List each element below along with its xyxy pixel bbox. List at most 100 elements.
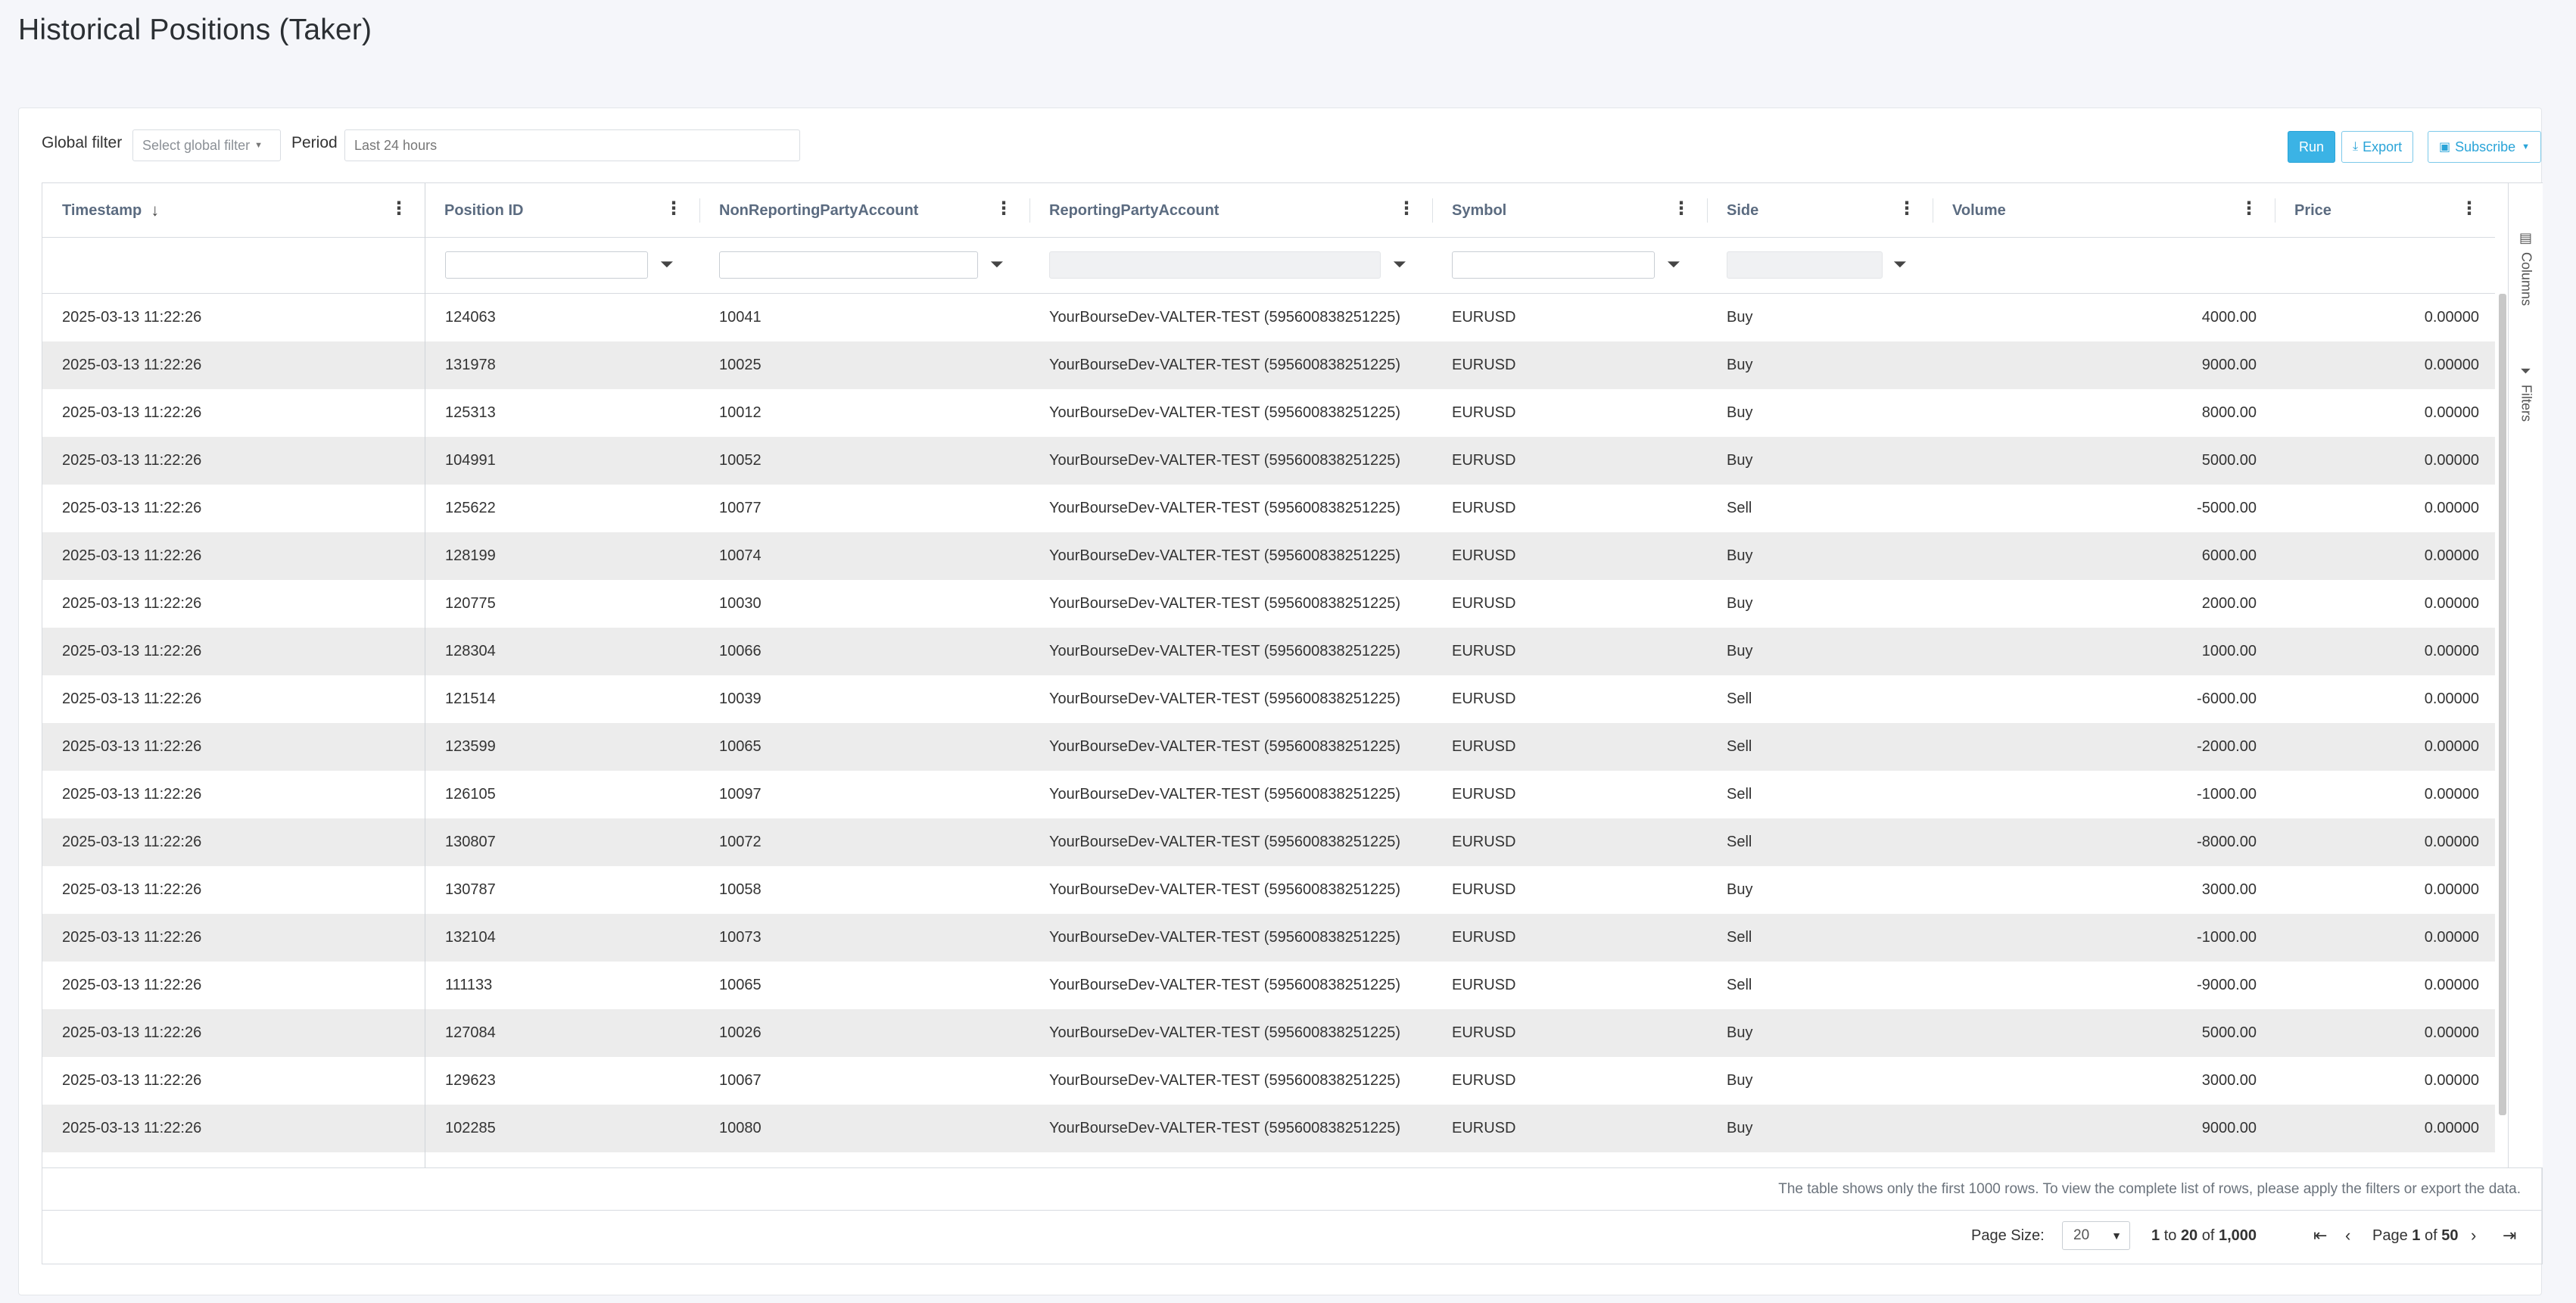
- cell-price: 0.00000: [2424, 404, 2479, 421]
- cell-price: 0.00000: [2424, 690, 2479, 707]
- table-row[interactable]: 2025-03-13 11:22:26 123599 10065 YourBourse…: [42, 723, 2495, 771]
- columns-panel-tab[interactable]: ▤ Columns: [2515, 230, 2537, 306]
- table-row[interactable]: 2025-03-13 11:22:26 128199 10074 YourBourse…: [42, 532, 2495, 580]
- table-row[interactable]: 2025-03-13 11:22:26 126105 10097 YourBourse…: [42, 771, 2495, 818]
- page-size-select[interactable]: 20 ▼: [2062, 1221, 2130, 1250]
- header-side[interactable]: Side ⋮: [1707, 183, 1933, 238]
- header-price[interactable]: Price ⋮: [2275, 183, 2495, 238]
- column-menu-icon[interactable]: ⋮: [995, 198, 1013, 219]
- table-row[interactable]: 2025-03-13 11:22:26 121514 10039 YourBourse…: [42, 675, 2495, 723]
- table-row[interactable]: 2025-03-13 11:22:26 111133 10065 YourBourse…: [42, 962, 2495, 1009]
- cell-volume: -6000.00: [2197, 690, 2257, 707]
- page-of-word: of: [2424, 1227, 2437, 1244]
- export-button[interactable]: ⤓ Export: [2341, 131, 2414, 163]
- table-row[interactable]: 2025-03-13 11:22:26 132104 10073 YourBourse…: [42, 914, 2495, 962]
- table-row[interactable]: 2025-03-13 11:22:26 120775 10030 YourBourse…: [42, 580, 2495, 628]
- table-row[interactable]: 2025-03-13 11:22:26 125622 10077 YourBourse…: [42, 485, 2495, 532]
- column-divider: [1432, 198, 1433, 223]
- header-timestamp[interactable]: Timestamp ↓ ⋮: [42, 183, 425, 238]
- filter-icon[interactable]: ⏷: [1393, 254, 1406, 273]
- reporting-filter-input[interactable]: [1049, 251, 1381, 279]
- cell-symbol: EURUSD: [1452, 643, 1516, 659]
- column-divider: [699, 198, 700, 223]
- header-reporting-account[interactable]: ReportingPartyAccount ⋮: [1029, 183, 1432, 238]
- filter-icon[interactable]: ⏷: [1893, 254, 1907, 273]
- cell-price: 0.00000: [2424, 881, 2479, 898]
- cell-timestamp: 2025-03-13 11:22:26: [62, 738, 202, 755]
- header-non-reporting-account[interactable]: NonReportingPartyAccount ⋮: [699, 183, 1029, 238]
- table-row[interactable]: 2025-03-13 11:22:26 130787 10058 YourBourse…: [42, 866, 2495, 914]
- grid-header: Timestamp ↓ ⋮ Position ID ⋮ NonReporting…: [42, 183, 2495, 238]
- global-filter-select[interactable]: Select global filter ▼: [132, 129, 281, 161]
- side-filter-input[interactable]: [1727, 251, 1883, 279]
- cell-position-id: 128304: [445, 643, 496, 659]
- column-menu-icon[interactable]: ⋮: [390, 198, 408, 219]
- cell-position-id: 123599: [445, 738, 496, 755]
- table-row[interactable]: 2025-03-13 11:22:26 102285 10080 YourBourse…: [42, 1105, 2495, 1152]
- cell-side: Sell: [1727, 977, 1752, 993]
- cell-side: Buy: [1727, 404, 1753, 421]
- calendar-icon: ▣: [2439, 141, 2451, 154]
- table-row[interactable]: 2025-03-13 11:22:26 125313 10012 YourBourse…: [42, 389, 2495, 437]
- header-volume[interactable]: Volume ⋮: [1933, 183, 2275, 238]
- cell-side: Sell: [1727, 786, 1752, 803]
- cell-non-reporting-account: 10097: [719, 786, 762, 803]
- next-page-icon[interactable]: ›: [2471, 1226, 2477, 1245]
- side-bar: ▤ Columns ⏷ Filters: [2508, 183, 2543, 1167]
- last-page-icon[interactable]: ⇥: [2503, 1226, 2517, 1245]
- cell-timestamp: 2025-03-13 11:22:26: [62, 834, 202, 850]
- filters-panel-tab[interactable]: ⏷ Filters: [2515, 365, 2537, 422]
- cell-symbol: EURUSD: [1452, 357, 1516, 373]
- subscribe-button-label: Subscribe: [2455, 139, 2516, 154]
- position-id-filter-input[interactable]: [445, 251, 648, 279]
- filter-icon[interactable]: ⏷: [1667, 254, 1680, 273]
- cell-price: 0.00000: [2424, 452, 2479, 469]
- cell-non-reporting-account: 10074: [719, 547, 762, 564]
- cell-price: 0.00000: [2424, 1120, 2479, 1136]
- chevron-down-icon: ▼: [2111, 1230, 2122, 1242]
- table-row[interactable]: 2025-03-13 11:22:26 127084 10026 YourBourse…: [42, 1009, 2495, 1057]
- cell-price: 0.00000: [2424, 643, 2479, 659]
- page-indicator: Page 1 of 50: [2372, 1227, 2458, 1245]
- table-row[interactable]: 2025-03-13 11:22:26 131978 10025 YourBourse…: [42, 341, 2495, 389]
- column-menu-icon[interactable]: ⋮: [1397, 198, 1416, 219]
- period-input[interactable]: Last 24 hours: [344, 129, 800, 161]
- cell-volume: 1000.00: [2201, 643, 2257, 659]
- header-volume-label: Volume: [1952, 201, 2006, 219]
- non-reporting-filter-input[interactable]: [719, 251, 978, 279]
- subscribe-button[interactable]: ▣ Subscribe ▼: [2428, 131, 2542, 163]
- cell-volume: 3000.00: [2201, 1072, 2257, 1089]
- cell-price: 0.00000: [2424, 834, 2479, 850]
- first-page-icon[interactable]: ⇤: [2313, 1226, 2328, 1245]
- vertical-scrollbar[interactable]: [2499, 294, 2506, 1115]
- column-menu-icon[interactable]: ⋮: [665, 198, 683, 219]
- column-menu-icon[interactable]: ⋮: [2240, 198, 2258, 219]
- cell-symbol: EURUSD: [1452, 690, 1516, 707]
- run-button[interactable]: Run: [2288, 131, 2336, 163]
- cell-side: Buy: [1727, 881, 1753, 898]
- column-menu-icon[interactable]: ⋮: [1898, 198, 1916, 219]
- filter-icon[interactable]: ⏷: [660, 254, 674, 273]
- table-row[interactable]: 2025-03-13 11:22:26 130807 10072 YourBourse…: [42, 818, 2495, 866]
- cell-position-id: 125622: [445, 500, 496, 516]
- table-row[interactable]: 2025-03-13 11:22:26 124063 10041 YourBourse…: [42, 294, 2495, 341]
- cell-volume: 5000.00: [2201, 452, 2257, 469]
- current-page: 1: [2412, 1227, 2421, 1244]
- cell-volume: 6000.00: [2201, 547, 2257, 564]
- header-symbol[interactable]: Symbol ⋮: [1432, 183, 1707, 238]
- cell-timestamp: 2025-03-13 11:22:26: [62, 690, 202, 707]
- symbol-filter-input[interactable]: [1452, 251, 1655, 279]
- cell-non-reporting-account: 10026: [719, 1024, 762, 1041]
- table-row[interactable]: 2025-03-13 11:22:26 129623 10067 YourBourse…: [42, 1057, 2495, 1105]
- header-position-id[interactable]: Position ID ⋮: [425, 183, 699, 238]
- filter-icon[interactable]: ⏷: [990, 254, 1004, 273]
- table-row[interactable]: 2025-03-13 11:22:26 128304 10066 YourBourse…: [42, 628, 2495, 675]
- cell-volume: -2000.00: [2197, 738, 2257, 755]
- column-menu-icon[interactable]: ⋮: [1672, 198, 1690, 219]
- table-row[interactable]: 2025-03-13 11:22:26 104991 10052 YourBourse…: [42, 437, 2495, 485]
- cell-position-id: 130787: [445, 881, 496, 898]
- prev-page-icon[interactable]: ‹: [2345, 1226, 2351, 1245]
- column-menu-icon[interactable]: ⋮: [2460, 198, 2478, 219]
- cell-timestamp: 2025-03-13 11:22:26: [62, 452, 202, 469]
- report-card: Global filter Select global filter ▼ Per…: [18, 108, 2543, 1295]
